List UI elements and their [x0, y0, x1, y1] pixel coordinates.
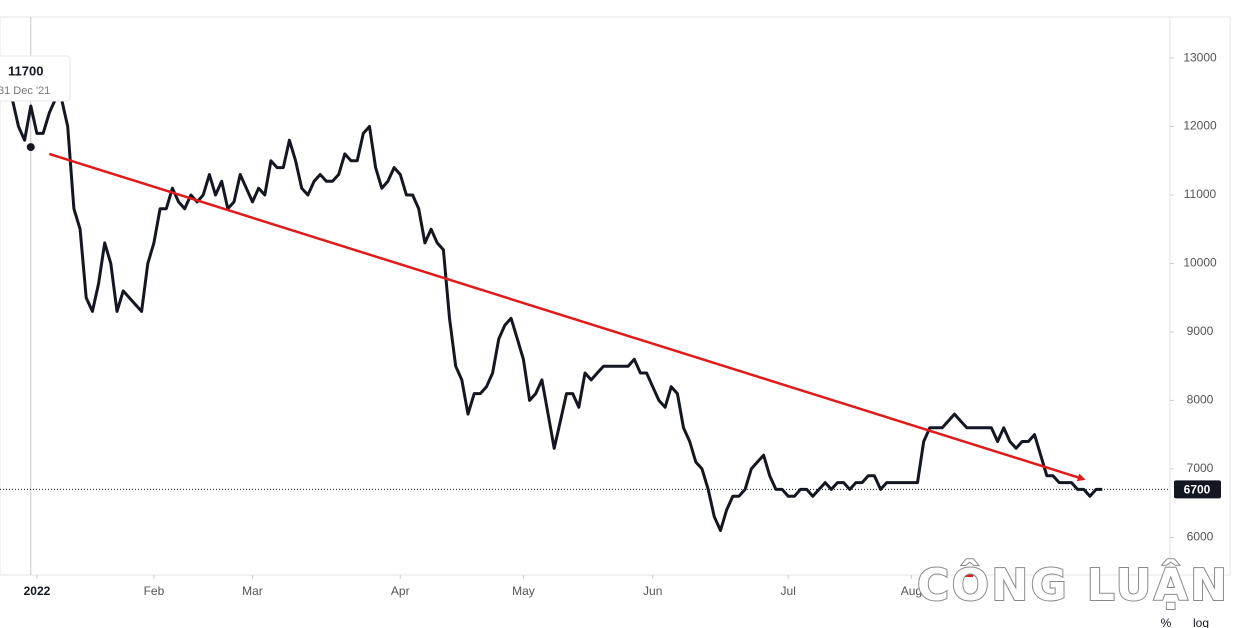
x-tick-label: Jun [643, 584, 662, 598]
x-tick-label: Mar [242, 584, 263, 598]
y-tick-label: 8000 [1187, 393, 1214, 407]
y-tick-label: 7000 [1187, 461, 1214, 475]
x-tick-label: May [512, 584, 535, 598]
x-tick-label: 2022 [24, 584, 51, 598]
tooltip-box [0, 55, 71, 102]
y-tick-label: 6000 [1187, 530, 1214, 544]
watermark: CÔNG LUẬN [917, 558, 1227, 611]
tooltip-dot [26, 143, 35, 152]
axis-option[interactable]: % [1161, 616, 1172, 628]
pane-border [0, 16, 1231, 576]
x-tick-label: Jul [781, 584, 796, 598]
y-tick-label: 9000 [1187, 324, 1214, 338]
y-tick-label: 10000 [1183, 256, 1217, 270]
axis-option[interactable]: log [1193, 616, 1209, 628]
tooltip-value: 11700 [8, 63, 43, 78]
y-tick-label: 11000 [1184, 187, 1217, 201]
tooltip-date: 31 Dec '21 [0, 85, 50, 97]
x-tick-label: Feb [144, 584, 165, 598]
last-value-label: 6700 [1184, 483, 1211, 497]
x-tick-label: Apr [391, 584, 410, 598]
watermark-flag [963, 570, 973, 577]
last-value-box [1174, 480, 1221, 499]
y-tick-label: 13000 [1183, 50, 1217, 64]
y-tick-label: 12000 [1183, 119, 1217, 133]
x-tick-label: Aug [901, 584, 922, 598]
trend-line [48, 152, 1086, 482]
